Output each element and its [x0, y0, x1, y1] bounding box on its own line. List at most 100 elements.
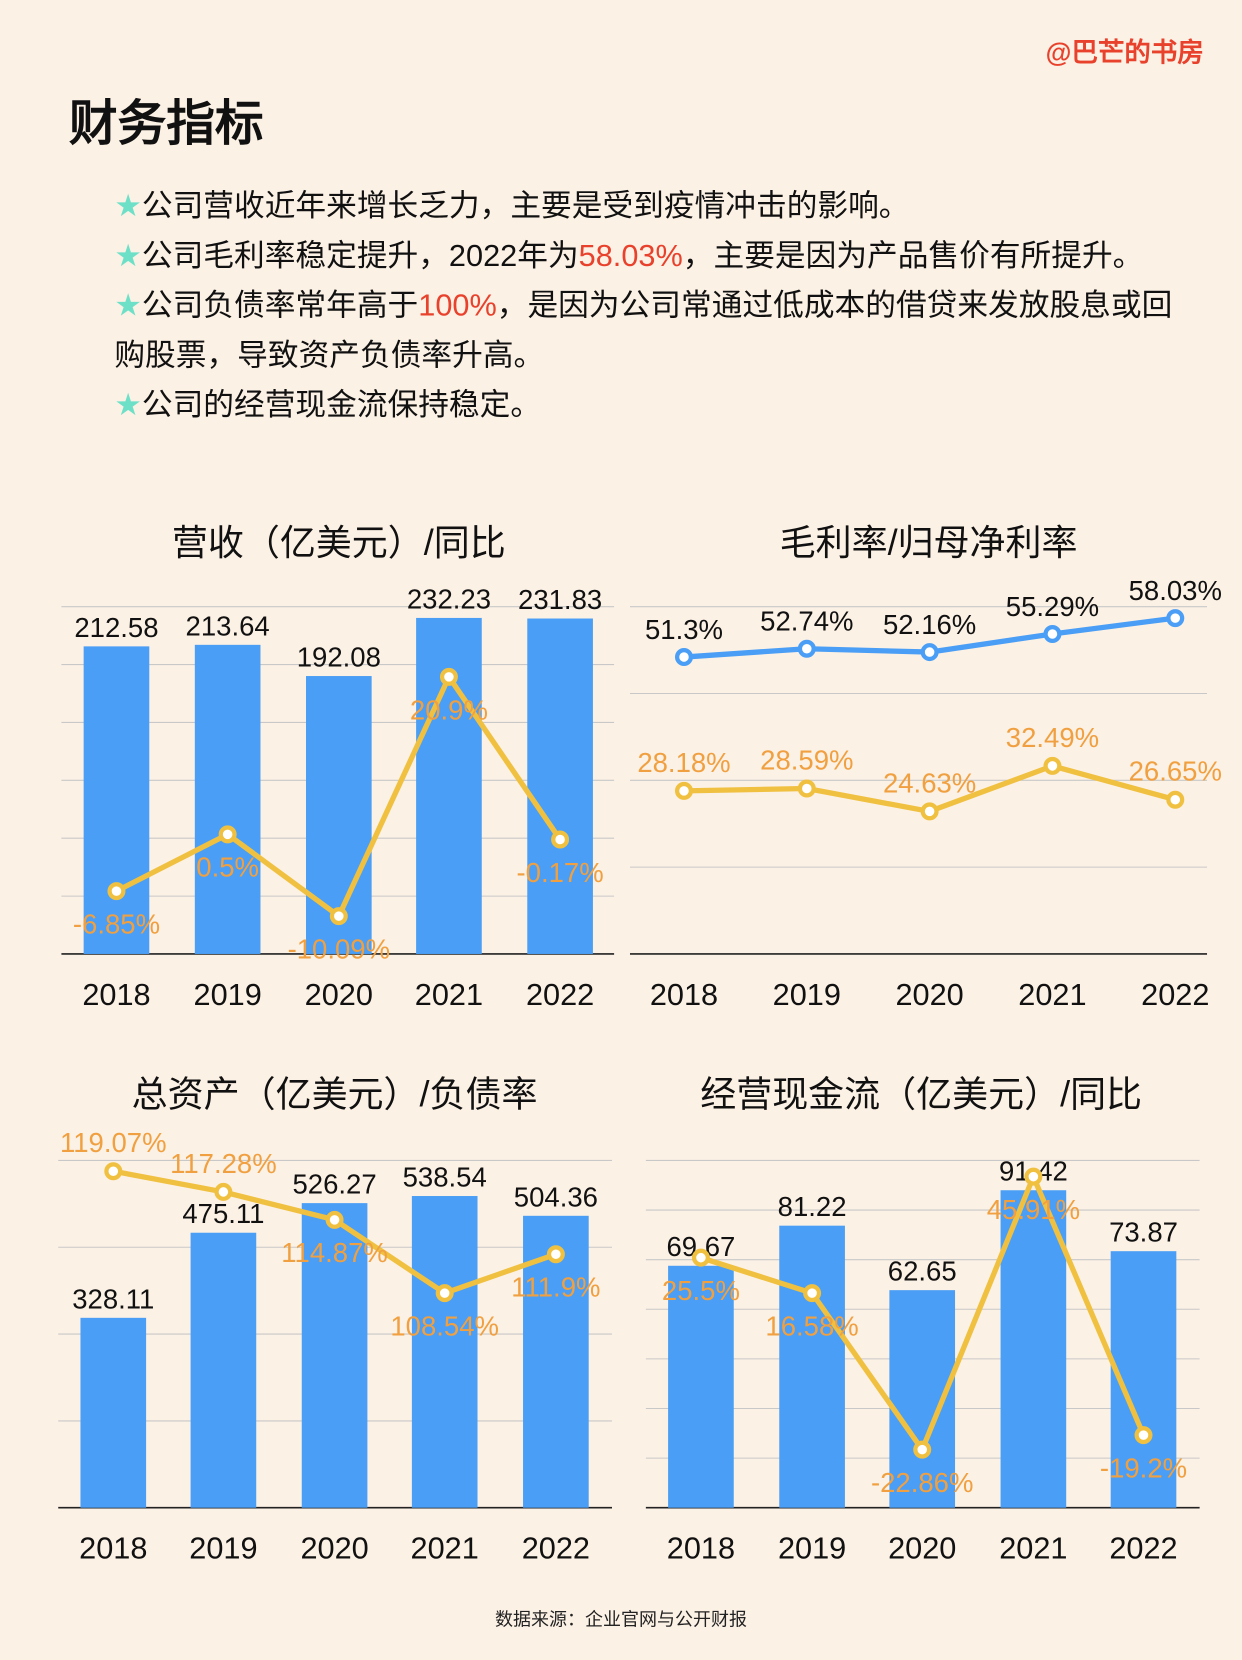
line-value-label: -10.09% [288, 933, 391, 964]
x-tick-label: 2021 [415, 977, 483, 1012]
data-point [551, 830, 570, 849]
bullet-item: ★公司毛利率稳定提升，2022年为58.03%，主要是因为产品售价有所提升。 [114, 232, 1173, 282]
x-tick-label: 2020 [305, 977, 373, 1012]
line-value-label: -22.86% [871, 1467, 974, 1498]
bar [194, 644, 261, 954]
bullet-text: 公司毛利率稳定提升，2022年为 [141, 239, 579, 274]
data-point [214, 1182, 233, 1201]
watermark: @巴芒的书房 [1045, 38, 1204, 68]
line-value-label: 25.5% [662, 1275, 740, 1306]
star-icon: ★ [114, 289, 142, 323]
data-point [329, 907, 348, 926]
chart-title: 经营现金流（亿美元）/同比 [700, 1073, 1142, 1114]
bar [411, 1196, 478, 1508]
bar-value-label: 81.22 [778, 1191, 847, 1222]
data-point [1043, 756, 1062, 775]
bar [190, 1232, 257, 1508]
line-value-label: 32.49% [1006, 722, 1099, 753]
line-value-label: 28.59% [760, 744, 853, 775]
line-value-label: 108.54% [390, 1310, 499, 1341]
x-tick-label: 2020 [895, 977, 963, 1012]
source-note: 数据来源：企业官网与公开财报 [494, 1609, 747, 1630]
bullet-text: 公司营收近年来增长乏力，主要是受到疫情冲击的影响。 [141, 189, 910, 224]
line-value-label: -0.17% [517, 857, 604, 888]
bar-value-label: 62.65 [888, 1256, 957, 1287]
x-tick-label: 2020 [300, 1531, 368, 1566]
x-tick-label: 2022 [1109, 1531, 1177, 1566]
bullet-list: ★公司营收近年来增长乏力，主要是受到疫情冲击的影响。 ★公司毛利率稳定提升，20… [114, 182, 1173, 431]
bar-value-label: 538.54 [403, 1161, 487, 1192]
bar [301, 1203, 368, 1508]
data-point [218, 825, 237, 844]
line-value-label: 111.9% [511, 1272, 600, 1303]
chart-title: 毛利率/归母净利率 [780, 522, 1078, 563]
data-point [674, 648, 693, 667]
data-point [691, 1248, 710, 1267]
bullet-text: ，主要是因为产品售价有所提升。 [682, 239, 1144, 274]
bar-value-label: 232.23 [407, 583, 491, 614]
line-value-label: 114.87% [281, 1237, 388, 1268]
bar-value-label: 212.58 [74, 612, 158, 643]
bar [527, 618, 593, 954]
line-value-label: 24.63% [883, 767, 976, 798]
bullet-text: ，是因为公司常通过低成本的借贷来发放股息或回购股票，导致资产负债率升高。 [114, 289, 1173, 373]
line-value-label: -6.85% [73, 908, 160, 939]
bullet-text: 公司的经营现金流保持稳定。 [141, 388, 542, 423]
line-value-label: 28.18% [637, 747, 730, 778]
bar-value-label: 526.27 [292, 1169, 376, 1200]
data-point [803, 1284, 822, 1303]
highlight-value: 58.03% [578, 239, 683, 274]
x-tick-label: 2020 [888, 1531, 956, 1566]
bar-value-label: 504.36 [514, 1181, 598, 1212]
star-icon: ★ [114, 189, 142, 224]
data-point [1166, 790, 1185, 809]
data-point [920, 802, 939, 821]
x-tick-label: 2022 [526, 977, 594, 1012]
data-point [439, 667, 458, 686]
line-value-label: 26.65% [1129, 756, 1222, 787]
data-point [913, 1440, 932, 1459]
bar-value-label: 475.11 [182, 1198, 264, 1229]
x-tick-label: 2018 [82, 977, 150, 1012]
line-value-label: 117.28% [170, 1148, 277, 1179]
bar [83, 646, 150, 954]
x-tick-label: 2019 [778, 1531, 846, 1566]
page-title: 财务指标 [68, 95, 264, 151]
x-tick-label: 2019 [773, 977, 841, 1012]
line-value-label: 16.58% [765, 1310, 858, 1341]
x-tick-label: 2021 [411, 1531, 479, 1566]
x-tick-label: 2018 [650, 977, 718, 1012]
data-point [797, 639, 816, 658]
bar-value-label: 73.87 [1109, 1217, 1178, 1248]
chart-2: 毛利率/归母净利率 2018 2019 2020 2021 2022 51.3% 52.74%… [629, 522, 1222, 1012]
line-value-label: 58.03% [1129, 575, 1222, 606]
line-value-label: 45.91% [987, 1194, 1080, 1225]
line-value-label: 55.29% [1006, 591, 1099, 622]
line-value-label: 0.5% [196, 852, 259, 883]
bullet-item: ★公司营收近年来增长乏力，主要是受到疫情冲击的影响。 [114, 182, 1173, 232]
chart-1: 营收（亿美元）/同比 2018 2019 2020 2021 2022 212.58 213.… [61, 522, 615, 1012]
x-tick-label: 2018 [667, 1531, 735, 1566]
x-tick-label: 2022 [1141, 977, 1209, 1012]
line-value-label: 52.74% [760, 606, 853, 637]
bar-value-label: 192.08 [297, 642, 381, 673]
bar-value-label: 213.64 [186, 610, 270, 641]
data-point [1024, 1167, 1043, 1186]
data-point [1134, 1426, 1153, 1445]
bar [668, 1265, 734, 1508]
star-icon: ★ [114, 388, 142, 423]
star-icon: ★ [114, 239, 142, 274]
x-tick-label: 2018 [79, 1531, 147, 1566]
data-point [104, 1162, 123, 1181]
bar [779, 1225, 845, 1508]
highlight-value: 100% [418, 289, 497, 323]
data-point [546, 1245, 565, 1264]
x-tick-label: 2022 [522, 1531, 590, 1566]
bar-value-label: 328.11 [72, 1283, 154, 1314]
data-point [1043, 624, 1062, 643]
chart-3: 总资产（亿美元）/负债率 2018 2019 2020 2021 2022 328.11 47… [58, 1073, 612, 1566]
line-value-label: 119.07% [60, 1127, 167, 1158]
